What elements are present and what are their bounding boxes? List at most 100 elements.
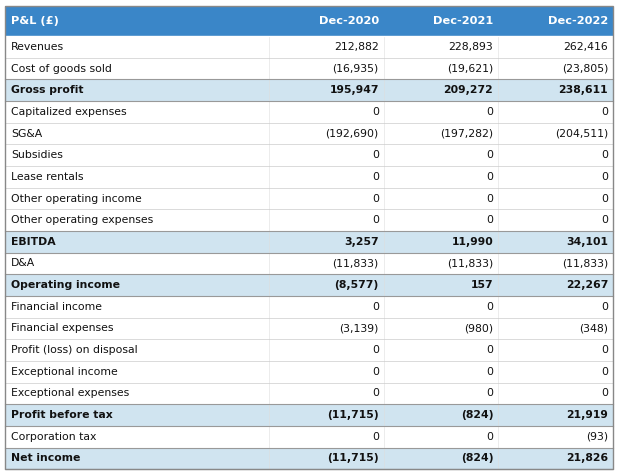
- Bar: [5, 253, 269, 275]
- Bar: [498, 318, 613, 339]
- Bar: [5, 188, 269, 209]
- Text: Other operating expenses: Other operating expenses: [11, 215, 153, 225]
- Text: 3,257: 3,257: [344, 237, 379, 247]
- Text: 0: 0: [601, 367, 608, 377]
- Bar: [5, 123, 269, 144]
- Text: 0: 0: [486, 215, 493, 225]
- Text: 0: 0: [486, 345, 493, 355]
- Bar: [5, 275, 269, 296]
- Text: 238,611: 238,611: [559, 85, 608, 95]
- Text: 212,882: 212,882: [334, 42, 379, 52]
- Bar: [384, 383, 498, 404]
- Bar: [269, 231, 384, 253]
- Text: (93): (93): [586, 432, 608, 442]
- Bar: [384, 318, 498, 339]
- Text: 0: 0: [601, 389, 608, 399]
- Bar: [384, 36, 498, 57]
- Text: Dec-2020: Dec-2020: [319, 16, 379, 26]
- Text: 209,272: 209,272: [444, 85, 493, 95]
- Bar: [269, 57, 384, 79]
- Text: (23,805): (23,805): [562, 64, 608, 74]
- Bar: [384, 275, 498, 296]
- Text: 0: 0: [486, 150, 493, 160]
- Bar: [498, 123, 613, 144]
- Text: 0: 0: [601, 215, 608, 225]
- Text: (824): (824): [460, 454, 493, 464]
- Text: 0: 0: [601, 345, 608, 355]
- Bar: [384, 123, 498, 144]
- Text: EBITDA: EBITDA: [11, 237, 56, 247]
- Bar: [498, 231, 613, 253]
- Text: Financial income: Financial income: [11, 302, 102, 312]
- Text: Net income: Net income: [11, 454, 80, 464]
- Bar: [384, 447, 498, 469]
- Bar: [269, 339, 384, 361]
- Text: 0: 0: [486, 432, 493, 442]
- Text: (980): (980): [464, 323, 493, 333]
- Bar: [269, 79, 384, 101]
- Text: (19,621): (19,621): [447, 64, 493, 74]
- Bar: [498, 188, 613, 209]
- Bar: [384, 188, 498, 209]
- Bar: [384, 144, 498, 166]
- Bar: [269, 361, 384, 383]
- Text: Lease rentals: Lease rentals: [11, 172, 83, 182]
- Text: 0: 0: [601, 172, 608, 182]
- Text: 0: 0: [601, 193, 608, 203]
- Bar: [5, 209, 269, 231]
- Text: 157: 157: [470, 280, 493, 290]
- Text: (11,833): (11,833): [332, 258, 379, 268]
- Bar: [498, 296, 613, 318]
- Text: 262,416: 262,416: [564, 42, 608, 52]
- Bar: [269, 144, 384, 166]
- Bar: [269, 318, 384, 339]
- Bar: [5, 318, 269, 339]
- Text: 11,990: 11,990: [451, 237, 493, 247]
- Bar: [5, 426, 269, 447]
- Bar: [5, 57, 269, 79]
- Bar: [498, 447, 613, 469]
- Text: Operating income: Operating income: [11, 280, 120, 290]
- Text: D&A: D&A: [11, 258, 35, 268]
- Bar: [498, 209, 613, 231]
- Bar: [5, 144, 269, 166]
- Text: P&L (£): P&L (£): [11, 16, 59, 26]
- Text: Dec-2021: Dec-2021: [433, 16, 493, 26]
- Bar: [498, 404, 613, 426]
- Text: 22,267: 22,267: [565, 280, 608, 290]
- Text: (348): (348): [579, 323, 608, 333]
- Text: Profit (loss) on disposal: Profit (loss) on disposal: [11, 345, 138, 355]
- Bar: [5, 166, 269, 188]
- Bar: [384, 79, 498, 101]
- Text: Revenues: Revenues: [11, 42, 64, 52]
- Bar: [384, 6, 498, 36]
- Bar: [269, 123, 384, 144]
- Bar: [5, 231, 269, 253]
- Bar: [5, 361, 269, 383]
- Bar: [384, 166, 498, 188]
- Bar: [269, 166, 384, 188]
- Bar: [498, 253, 613, 275]
- Bar: [498, 361, 613, 383]
- Text: Gross profit: Gross profit: [11, 85, 83, 95]
- Bar: [5, 339, 269, 361]
- Bar: [269, 447, 384, 469]
- Bar: [269, 426, 384, 447]
- Bar: [498, 79, 613, 101]
- Text: Financial expenses: Financial expenses: [11, 323, 114, 333]
- Bar: [5, 101, 269, 123]
- Text: 0: 0: [372, 432, 379, 442]
- Text: 0: 0: [486, 367, 493, 377]
- Text: 0: 0: [486, 193, 493, 203]
- Text: 21,826: 21,826: [566, 454, 608, 464]
- Text: 21,919: 21,919: [566, 410, 608, 420]
- Bar: [269, 6, 384, 36]
- Text: 0: 0: [486, 107, 493, 117]
- Bar: [5, 6, 269, 36]
- Bar: [384, 101, 498, 123]
- Text: 0: 0: [486, 172, 493, 182]
- Text: 0: 0: [372, 367, 379, 377]
- Text: (11,715): (11,715): [327, 410, 379, 420]
- Text: (11,833): (11,833): [447, 258, 493, 268]
- Bar: [5, 79, 269, 101]
